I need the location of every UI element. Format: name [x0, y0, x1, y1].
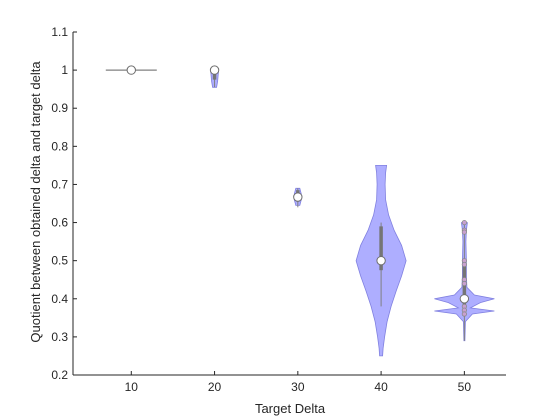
y-tick-label-1.1: 1.1: [51, 25, 68, 39]
violins-layer: [105, 65, 495, 357]
axes-layer: 0.2 0.3 0.4 0.5 0.6 0.7 0.8 0.9 1 1.1 10 20 30 40 50: [51, 25, 506, 394]
y-tick-label-0.8: 0.8: [51, 139, 68, 153]
outlier-point-50-6: [461, 280, 467, 287]
y-tick-label-0.4: 0.4: [51, 292, 68, 306]
y-tick-label-0.7: 0.7: [51, 177, 68, 191]
outlier-point-50-2: [461, 229, 467, 235]
outlier-point-50-4: [461, 261, 467, 268]
median-marker-40: [376, 255, 386, 266]
x-tick-label-40: 40: [374, 380, 388, 394]
y-tick-label-0.5: 0.5: [51, 254, 68, 268]
median-marker-30: [293, 192, 303, 202]
violin-group-30: [293, 187, 303, 208]
outlier-point-50-9: [461, 311, 467, 317]
outlier-point-50-0: [461, 219, 467, 226]
y-tick-label-0.9: 0.9: [51, 101, 68, 115]
x-axis-label: Target Delta: [255, 401, 326, 416]
y-tick-label-0.2: 0.2: [51, 368, 68, 382]
median-marker-50: [459, 294, 470, 304]
x-tick-label-30: 30: [291, 380, 305, 394]
violin-group-10: [105, 65, 157, 75]
median-marker-20: [209, 65, 220, 75]
violin-group-20: [209, 65, 220, 88]
x-tick-label-10: 10: [125, 380, 139, 394]
x-tick-label-50: 50: [458, 380, 472, 394]
y-tick-label-0.3: 0.3: [51, 330, 68, 344]
x-tick-label-20: 20: [208, 380, 222, 394]
violin-group-40: [355, 164, 407, 357]
y-tick-label-1: 1: [61, 63, 68, 77]
violin-group-50: [434, 219, 495, 342]
y-axis-label: Quotient between obtained delta and targ…: [28, 61, 43, 343]
y-tick-label-0.6: 0.6: [51, 216, 68, 230]
median-marker-10: [126, 65, 136, 75]
